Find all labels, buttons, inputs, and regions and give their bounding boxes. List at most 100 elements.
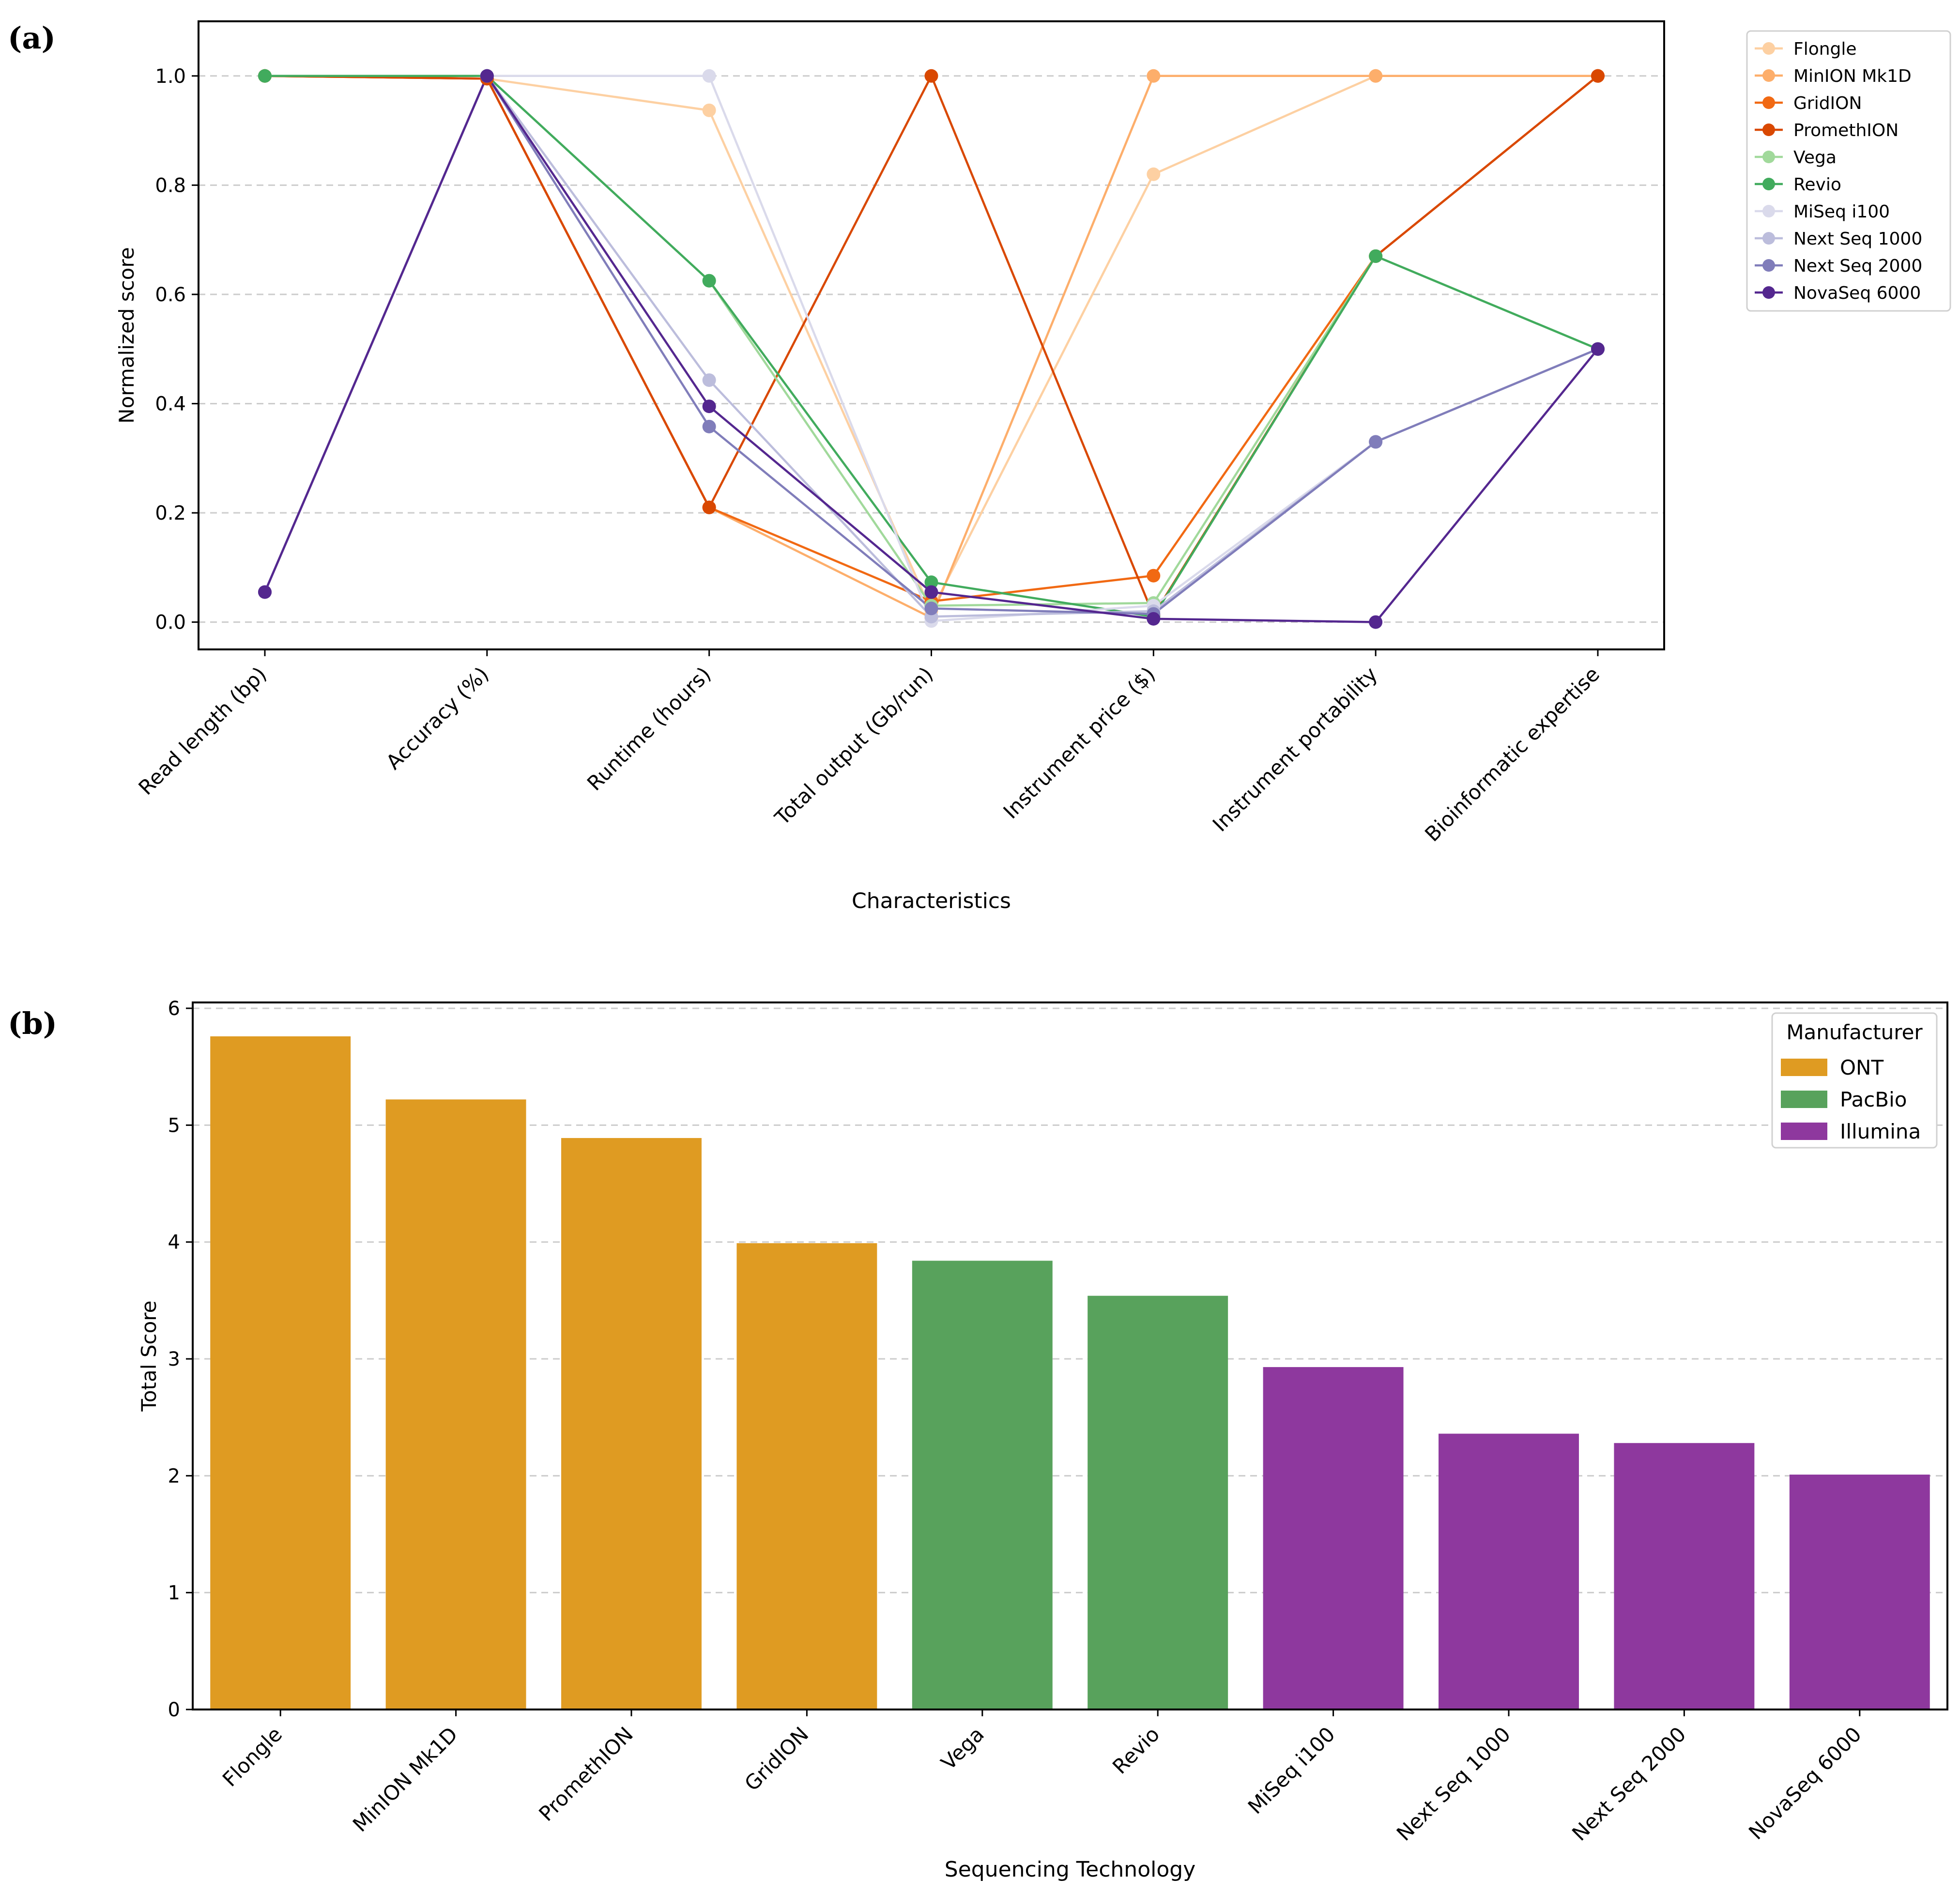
legend-marker-next-seq-1000: [1762, 232, 1775, 245]
x-tick-label-accuracy: Accuracy (%): [382, 662, 493, 774]
legend-label-next-seq-1000: Next Seq 1000: [1793, 229, 1922, 249]
x-tick-label-next-seq-2000: Next Seq 2000: [1567, 1722, 1690, 1845]
plot-frame-b: [192, 1001, 1948, 1710]
bar-chart-total-scores: 0 1 2 3 4 5 6 Flongle MinION Mk1D PromethION GridI…: [137, 998, 1948, 1882]
legend-marker-gridion: [1762, 96, 1775, 109]
point-novaseq-6000: [480, 69, 494, 83]
x-axis-title-b: Sequencing Technology: [945, 1857, 1195, 1882]
bar-next-seq-1000: [1439, 1433, 1579, 1709]
y-axis-title-b: Total Score: [137, 1300, 161, 1412]
series-line-gridion: [264, 75, 1599, 603]
legend-marker-vega: [1762, 151, 1775, 163]
x-tick-label-instrument-price: Instrument price ($): [998, 662, 1160, 823]
legend-marker-novaseq-6000: [1762, 286, 1775, 299]
series-line-revio: [265, 75, 1598, 618]
panel-b-label: (b): [8, 1006, 57, 1041]
y-tick-label-a: 0.0: [155, 612, 186, 634]
point-revio: [702, 274, 716, 288]
legend-label-vega: Vega: [1793, 148, 1837, 168]
series-line-flongle: [264, 75, 1598, 614]
y-tick-label-b: 4: [168, 1232, 180, 1254]
panel-a-label: (a): [8, 20, 56, 56]
y-tick-label-a: 0.2: [155, 502, 186, 524]
y-tick-label-a: 0.6: [155, 284, 186, 306]
legend-marker-miseq-i100: [1762, 205, 1775, 217]
point-minion-mk1d: [1369, 69, 1383, 83]
bar-vega: [912, 1261, 1053, 1709]
legend-title-b: Manufacturer: [1786, 1020, 1923, 1044]
x-tick-label-promethion: PromethION: [534, 1722, 638, 1826]
series-line-minion-mk1d: [264, 75, 1598, 619]
point-novaseq-6000: [1147, 612, 1161, 626]
point-next-seq-2000: [1369, 435, 1383, 449]
bar-next-seq-2000: [1614, 1443, 1755, 1709]
legend-label-illumina: Illumina: [1840, 1120, 1921, 1143]
x-tick-label-next-seq-1000: Next Seq 1000: [1392, 1722, 1515, 1845]
x-tick-label-runtime-hours: Runtime (hours): [582, 662, 716, 795]
legend-b: Manufacturer ONT PacBio Illumina: [1771, 1012, 1938, 1149]
point-novaseq-6000: [258, 585, 272, 599]
y-tick-label-b: 6: [168, 998, 180, 1020]
series-line-miseq-i100: [263, 75, 1598, 622]
y-tick-label-a: 0.4: [155, 393, 186, 415]
x-tick-label-miseq-i100: MiSeq i100: [1243, 1722, 1340, 1818]
point-next-seq-2000: [702, 419, 716, 433]
point-revio: [924, 575, 938, 589]
legend-box-b: [1771, 1012, 1938, 1149]
point-novaseq-6000: [702, 400, 716, 414]
x-tick-label-instrument-portability: Instrument portability: [1208, 662, 1382, 836]
point-novaseq-6000: [1591, 342, 1605, 356]
y-tick-label-b: 3: [168, 1348, 180, 1370]
legend-marker-promethion: [1762, 123, 1775, 136]
legend-label-revio: Revio: [1793, 175, 1841, 195]
point-novaseq-6000: [924, 585, 938, 599]
x-tick-label-minion-mk1d: MinION Mk1D: [348, 1722, 462, 1836]
x-tick-label-gridion: GridION: [740, 1722, 813, 1795]
legend-a: Flongle MinION Mk1D GridION PromethION Vega R…: [1746, 30, 1951, 312]
y-axis-title-a: Normalized score: [115, 247, 138, 423]
legend-swatch-ont: [1781, 1059, 1827, 1076]
series-line-next-seq-1000: [263, 74, 1598, 618]
legend-label-next-seq-2000: Next Seq 2000: [1793, 256, 1922, 276]
x-tick-label-revio: Revio: [1108, 1722, 1164, 1778]
point-gridion: [1147, 569, 1161, 583]
x-tick-label-novaseq-6000: NovaSeq 6000: [1744, 1722, 1866, 1844]
x-tick-label-vega: Vega: [936, 1722, 989, 1774]
series-line-promethion: [264, 73, 1599, 618]
y-tick-label-a: 0.8: [155, 174, 186, 197]
point-novaseq-6000: [1369, 615, 1383, 629]
point-revio: [1369, 249, 1383, 263]
point-next-seq-2000: [924, 601, 938, 616]
point-minion-mk1d: [1147, 69, 1161, 83]
y-tick-label-b: 0: [168, 1699, 180, 1721]
legend-label-promethion: PromethION: [1793, 121, 1899, 140]
point-miseq-i100: [702, 69, 716, 83]
point-flongle: [1147, 167, 1161, 181]
bar-minion-mk1d: [385, 1099, 526, 1709]
legend-label-miseq-i100: MiSeq i100: [1793, 202, 1890, 222]
point-promethion: [1591, 69, 1605, 83]
x-tick-label-read-length-bp: Read length (bp): [134, 662, 271, 800]
series-line-vega: [265, 75, 1598, 607]
x-tick-label-bioinformatic-expertise: Bioinformatic expertise: [1420, 662, 1604, 846]
y-tick-label-b: 2: [168, 1465, 180, 1487]
point-revio: [258, 69, 272, 83]
legend-swatch-pacbio: [1781, 1091, 1827, 1108]
x-tick-label-flongle: Flongle: [218, 1722, 287, 1791]
point-flongle: [702, 103, 716, 117]
y-tick-label-b: 5: [168, 1114, 180, 1137]
bar-flongle: [210, 1036, 351, 1709]
legend-label-pacbio: PacBio: [1840, 1088, 1907, 1111]
x-axis-title-a: Characteristics: [852, 889, 1011, 913]
legend-label-ont: ONT: [1840, 1056, 1883, 1079]
legend-box-a: [1746, 30, 1951, 312]
legend-label-gridion: GridION: [1793, 93, 1862, 113]
x-tick-label-total-output-gb-run: Total output (Gb/run): [770, 662, 937, 830]
y-tick-label-b: 1: [168, 1582, 180, 1604]
bar-novaseq-6000: [1789, 1474, 1930, 1709]
legend-swatch-illumina: [1781, 1123, 1827, 1140]
bar-revio: [1087, 1295, 1228, 1709]
line-chart-normalized-scores: 0.0 0.2 0.4 0.6 0.8 1.0 Read length (bp) Accura…: [115, 20, 1951, 913]
legend-label-flongle: Flongle: [1793, 39, 1857, 59]
